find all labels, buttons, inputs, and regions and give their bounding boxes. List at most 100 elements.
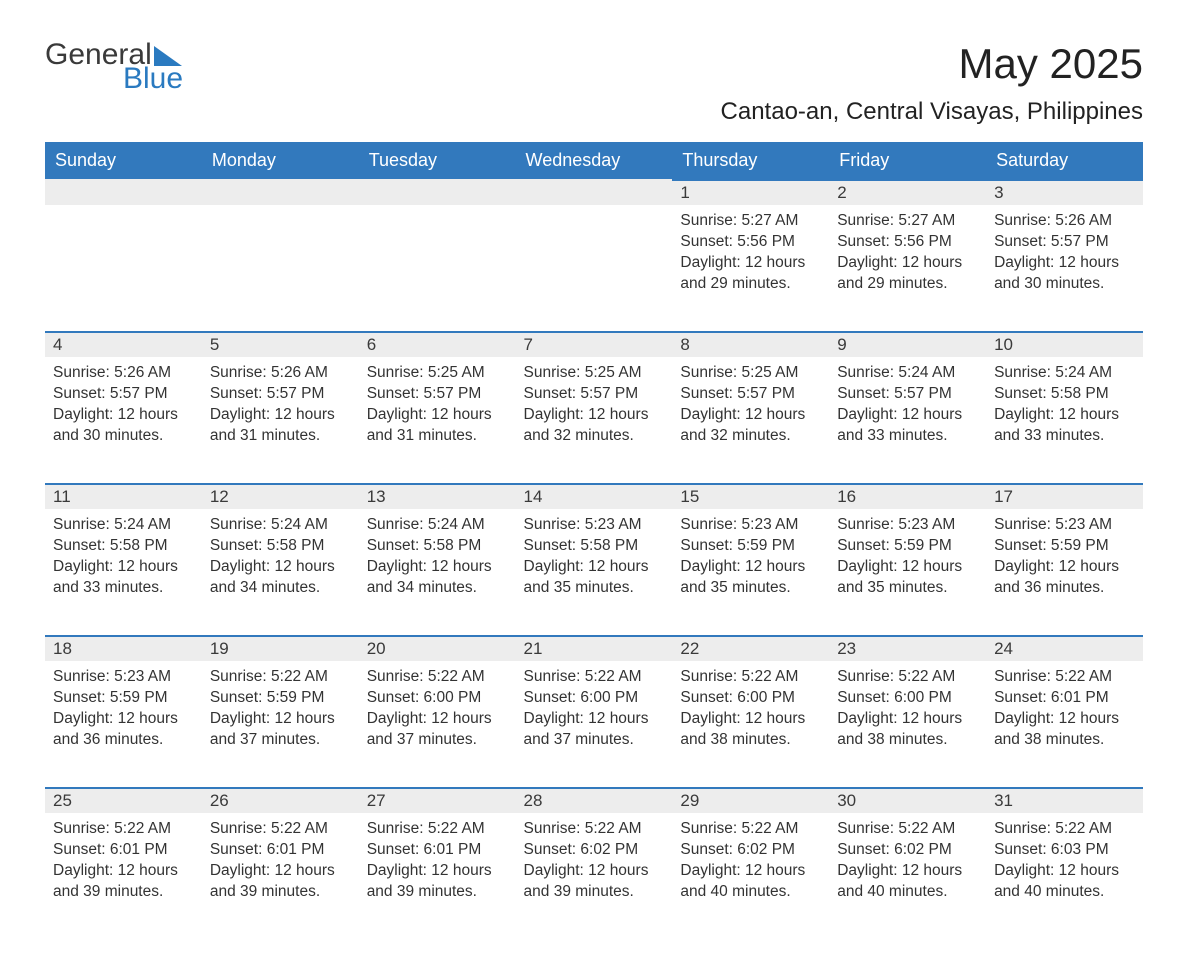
sunset-line: Sunset: 5:57 PM [837, 384, 978, 405]
day-number-cell: 28 [516, 787, 673, 813]
day-number-cell: 31 [986, 787, 1143, 813]
day-content-cell: Sunrise: 5:24 AMSunset: 5:57 PMDaylight:… [829, 357, 986, 483]
daynum-row: 45678910 [45, 331, 1143, 357]
day-number-cell: 16 [829, 483, 986, 509]
sunset-line: Sunset: 6:00 PM [367, 688, 508, 709]
day-content-cell: Sunrise: 5:22 AMSunset: 6:00 PMDaylight:… [516, 661, 673, 787]
weekday-header: Sunday [45, 142, 202, 179]
day-content-row: Sunrise: 5:22 AMSunset: 6:01 PMDaylight:… [45, 813, 1143, 939]
day-content-cell: Sunrise: 5:22 AMSunset: 6:01 PMDaylight:… [359, 813, 516, 939]
daynum-row: 25262728293031 [45, 787, 1143, 813]
day-number-cell: 15 [672, 483, 829, 509]
daylight-line: Daylight: 12 hours and 40 minutes. [837, 861, 978, 903]
sunset-line: Sunset: 6:01 PM [210, 840, 351, 861]
weekday-header: Monday [202, 142, 359, 179]
day-content-cell: Sunrise: 5:24 AMSunset: 5:58 PMDaylight:… [359, 509, 516, 635]
day-number-cell: 8 [672, 331, 829, 357]
sunset-line: Sunset: 5:57 PM [210, 384, 351, 405]
day-number-cell: 7 [516, 331, 673, 357]
sunrise-line: Sunrise: 5:22 AM [210, 819, 351, 840]
day-content: Sunrise: 5:22 AMSunset: 6:02 PMDaylight:… [672, 813, 829, 917]
day-content: Sunrise: 5:25 AMSunset: 5:57 PMDaylight:… [359, 357, 516, 461]
day-content: Sunrise: 5:26 AMSunset: 5:57 PMDaylight:… [45, 357, 202, 461]
sunset-line: Sunset: 5:58 PM [53, 536, 194, 557]
day-content: Sunrise: 5:24 AMSunset: 5:58 PMDaylight:… [359, 509, 516, 613]
sunrise-line: Sunrise: 5:23 AM [524, 515, 665, 536]
day-number: 1 [672, 179, 829, 205]
day-number: 27 [359, 787, 516, 813]
day-content: Sunrise: 5:26 AMSunset: 5:57 PMDaylight:… [986, 205, 1143, 309]
daylight-line: Daylight: 12 hours and 32 minutes. [524, 405, 665, 447]
daylight-line: Daylight: 12 hours and 30 minutes. [53, 405, 194, 447]
daylight-line: Daylight: 12 hours and 37 minutes. [367, 709, 508, 751]
day-number: 2 [829, 179, 986, 205]
sunrise-line: Sunrise: 5:23 AM [837, 515, 978, 536]
sunset-line: Sunset: 5:59 PM [53, 688, 194, 709]
sunset-line: Sunset: 5:58 PM [994, 384, 1135, 405]
day-number: 12 [202, 483, 359, 509]
daylight-line: Daylight: 12 hours and 39 minutes. [524, 861, 665, 903]
sunset-line: Sunset: 6:02 PM [680, 840, 821, 861]
day-content-cell: Sunrise: 5:22 AMSunset: 6:01 PMDaylight:… [986, 661, 1143, 787]
day-content-cell: Sunrise: 5:22 AMSunset: 6:00 PMDaylight:… [829, 661, 986, 787]
daylight-line: Daylight: 12 hours and 32 minutes. [680, 405, 821, 447]
day-number: 18 [45, 635, 202, 661]
day-number: 28 [516, 787, 673, 813]
day-number-cell: 10 [986, 331, 1143, 357]
daylight-line: Daylight: 12 hours and 39 minutes. [210, 861, 351, 903]
day-content: Sunrise: 5:23 AMSunset: 5:59 PMDaylight:… [45, 661, 202, 765]
day-number-cell [359, 179, 516, 205]
day-content-cell: Sunrise: 5:22 AMSunset: 6:03 PMDaylight:… [986, 813, 1143, 939]
daylight-line: Daylight: 12 hours and 30 minutes. [994, 253, 1135, 295]
sunset-line: Sunset: 6:02 PM [837, 840, 978, 861]
header: General Blue May 2025 Cantao-an, Central… [45, 40, 1143, 126]
day-content-cell: Sunrise: 5:22 AMSunset: 6:01 PMDaylight:… [202, 813, 359, 939]
day-number-cell: 26 [202, 787, 359, 813]
day-content: Sunrise: 5:26 AMSunset: 5:57 PMDaylight:… [202, 357, 359, 461]
day-content: Sunrise: 5:27 AMSunset: 5:56 PMDaylight:… [829, 205, 986, 309]
day-number-cell: 9 [829, 331, 986, 357]
sunrise-line: Sunrise: 5:22 AM [524, 819, 665, 840]
day-content: Sunrise: 5:22 AMSunset: 6:01 PMDaylight:… [986, 661, 1143, 765]
daylight-line: Daylight: 12 hours and 34 minutes. [210, 557, 351, 599]
day-number-cell: 24 [986, 635, 1143, 661]
day-content: Sunrise: 5:23 AMSunset: 5:59 PMDaylight:… [986, 509, 1143, 613]
day-content-cell: Sunrise: 5:22 AMSunset: 6:02 PMDaylight:… [672, 813, 829, 939]
weekday-header: Saturday [986, 142, 1143, 179]
daylight-line: Daylight: 12 hours and 31 minutes. [210, 405, 351, 447]
day-content: Sunrise: 5:22 AMSunset: 6:03 PMDaylight:… [986, 813, 1143, 917]
day-content-cell: Sunrise: 5:25 AMSunset: 5:57 PMDaylight:… [672, 357, 829, 483]
day-content-cell: Sunrise: 5:27 AMSunset: 5:56 PMDaylight:… [672, 205, 829, 331]
month-title: May 2025 [721, 40, 1143, 88]
day-number: 8 [672, 331, 829, 357]
day-number-cell [202, 179, 359, 205]
day-content-cell: Sunrise: 5:24 AMSunset: 5:58 PMDaylight:… [45, 509, 202, 635]
day-number: 21 [516, 635, 673, 661]
day-content: Sunrise: 5:22 AMSunset: 6:00 PMDaylight:… [359, 661, 516, 765]
day-content-cell: Sunrise: 5:23 AMSunset: 5:58 PMDaylight:… [516, 509, 673, 635]
day-content-cell: Sunrise: 5:22 AMSunset: 5:59 PMDaylight:… [202, 661, 359, 787]
day-number-cell: 5 [202, 331, 359, 357]
day-content-row: Sunrise: 5:23 AMSunset: 5:59 PMDaylight:… [45, 661, 1143, 787]
weekday-header-row: Sunday Monday Tuesday Wednesday Thursday… [45, 142, 1143, 179]
daylight-line: Daylight: 12 hours and 29 minutes. [837, 253, 978, 295]
day-number: 30 [829, 787, 986, 813]
day-number-cell: 6 [359, 331, 516, 357]
day-number: 11 [45, 483, 202, 509]
daylight-line: Daylight: 12 hours and 35 minutes. [837, 557, 978, 599]
day-content: Sunrise: 5:27 AMSunset: 5:56 PMDaylight:… [672, 205, 829, 309]
sunset-line: Sunset: 5:57 PM [53, 384, 194, 405]
day-number-cell [45, 179, 202, 205]
daylight-line: Daylight: 12 hours and 36 minutes. [994, 557, 1135, 599]
daylight-line: Daylight: 12 hours and 31 minutes. [367, 405, 508, 447]
day-number-cell: 11 [45, 483, 202, 509]
day-number: 26 [202, 787, 359, 813]
daylight-line: Daylight: 12 hours and 39 minutes. [53, 861, 194, 903]
daylight-line: Daylight: 12 hours and 36 minutes. [53, 709, 194, 751]
sunset-line: Sunset: 5:58 PM [367, 536, 508, 557]
day-content-cell: Sunrise: 5:23 AMSunset: 5:59 PMDaylight:… [986, 509, 1143, 635]
sunset-line: Sunset: 6:01 PM [994, 688, 1135, 709]
day-content: Sunrise: 5:22 AMSunset: 5:59 PMDaylight:… [202, 661, 359, 765]
daylight-line: Daylight: 12 hours and 35 minutes. [524, 557, 665, 599]
sunrise-line: Sunrise: 5:25 AM [367, 363, 508, 384]
